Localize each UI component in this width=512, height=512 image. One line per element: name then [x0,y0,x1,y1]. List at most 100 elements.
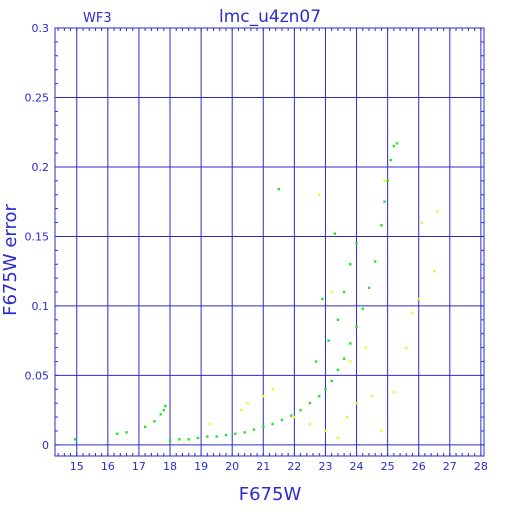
data-point-green [196,436,200,440]
data-point-yellow [349,360,352,363]
x-axis-label: F675W [239,484,302,505]
data-point-green [355,242,358,245]
y-tick-label: 0 [42,439,49,452]
data-point-yellow [417,297,420,301]
data-point-green [74,438,77,441]
data-point-green [159,413,162,416]
x-tick-label: 16 [101,460,115,473]
data-point-green [243,431,246,434]
data-point-green [395,142,399,145]
y-tick-label: 0.1 [32,300,50,313]
panel-label: WF3 [83,11,112,26]
data-point-green [234,432,237,435]
data-point-green [280,418,284,422]
x-tick-label: 25 [381,460,395,473]
data-point-yellow [436,210,439,213]
data-point-green [215,435,218,438]
data-point-green [349,342,352,345]
data-point-green [333,232,336,235]
data-point-green [178,438,181,441]
data-point-yellow [370,395,374,398]
data-point-green [252,428,256,431]
data-point-yellow [271,388,274,391]
data-point-green [330,379,333,383]
data-point-yellow [336,436,340,440]
data-point-green [206,435,209,438]
y-tick-label: 0.05 [25,369,50,382]
y-axis-label: F675W error [0,204,21,316]
y-tick-label: 0.25 [25,91,50,104]
data-point-green [224,433,228,437]
data-point-green [262,425,265,429]
data-point-green [314,360,318,363]
data-point-green [162,408,166,412]
x-tick-label: 15 [70,460,84,473]
x-tick-label: 27 [443,460,457,473]
x-tick-label: 20 [225,460,239,473]
data-point-green [342,290,346,294]
data-point-yellow [293,415,296,419]
data-point-yellow [405,346,408,349]
data-point-green [336,368,340,372]
data-point-green [342,357,346,360]
x-tick-label: 28 [474,460,488,473]
data-point-green [318,395,321,398]
x-tick-label: 22 [287,460,301,473]
data-point-yellow [262,395,265,398]
data-point-yellow [392,390,396,394]
data-point-yellow [308,422,312,426]
x-tick-label: 26 [412,460,426,473]
data-point-green [389,158,392,162]
data-point-yellow [246,401,249,405]
points-layer [74,142,439,442]
data-point-green [367,286,371,290]
plot-frame [54,27,485,457]
data-point-green [299,408,302,412]
x-tick-label: 24 [350,460,364,473]
data-point-yellow [364,346,368,349]
data-point-green [143,425,147,429]
data-point-green [355,325,358,328]
data-point-green [164,404,167,408]
chart-title: lmc_u4zn07 [219,7,321,27]
data-point-green [271,422,274,426]
data-point-yellow [240,408,243,412]
x-tick-label: 18 [163,460,177,473]
data-point-green [336,318,340,322]
y-tick-label: 0.3 [32,22,50,35]
data-point-green [290,414,293,417]
data-point-yellow [209,422,212,426]
data-point-green [187,438,190,441]
data-point-green [308,401,312,405]
data-point-green [168,439,172,442]
data-point-green [321,297,324,301]
data-point-yellow [433,269,436,273]
data-point-green [361,307,364,310]
data-point-yellow [380,429,383,433]
data-point-green [349,263,352,266]
data-point-yellow [346,415,349,419]
data-point-green [277,187,281,191]
data-point-yellow [324,429,327,433]
data-point-green [153,420,156,423]
data-point-green [327,339,330,342]
y-tick-label: 0.2 [32,161,50,174]
data-point-yellow [411,311,414,315]
data-point-yellow [318,193,321,196]
data-point-yellow [330,290,333,294]
data-point-green [386,179,389,183]
x-tick-label: 23 [318,460,332,473]
x-tick-label: 17 [132,460,146,473]
data-point-green [115,432,119,435]
data-point-yellow [420,221,424,224]
data-point-green [125,431,128,434]
data-point-green [392,144,396,148]
x-tick-label: 21 [256,460,270,473]
data-point-green [380,224,383,227]
data-point-green [383,200,386,203]
y-tick-label: 0.15 [25,230,50,243]
grid-layer [55,27,484,456]
data-point-green [324,388,327,391]
x-tick-label: 19 [194,460,208,473]
